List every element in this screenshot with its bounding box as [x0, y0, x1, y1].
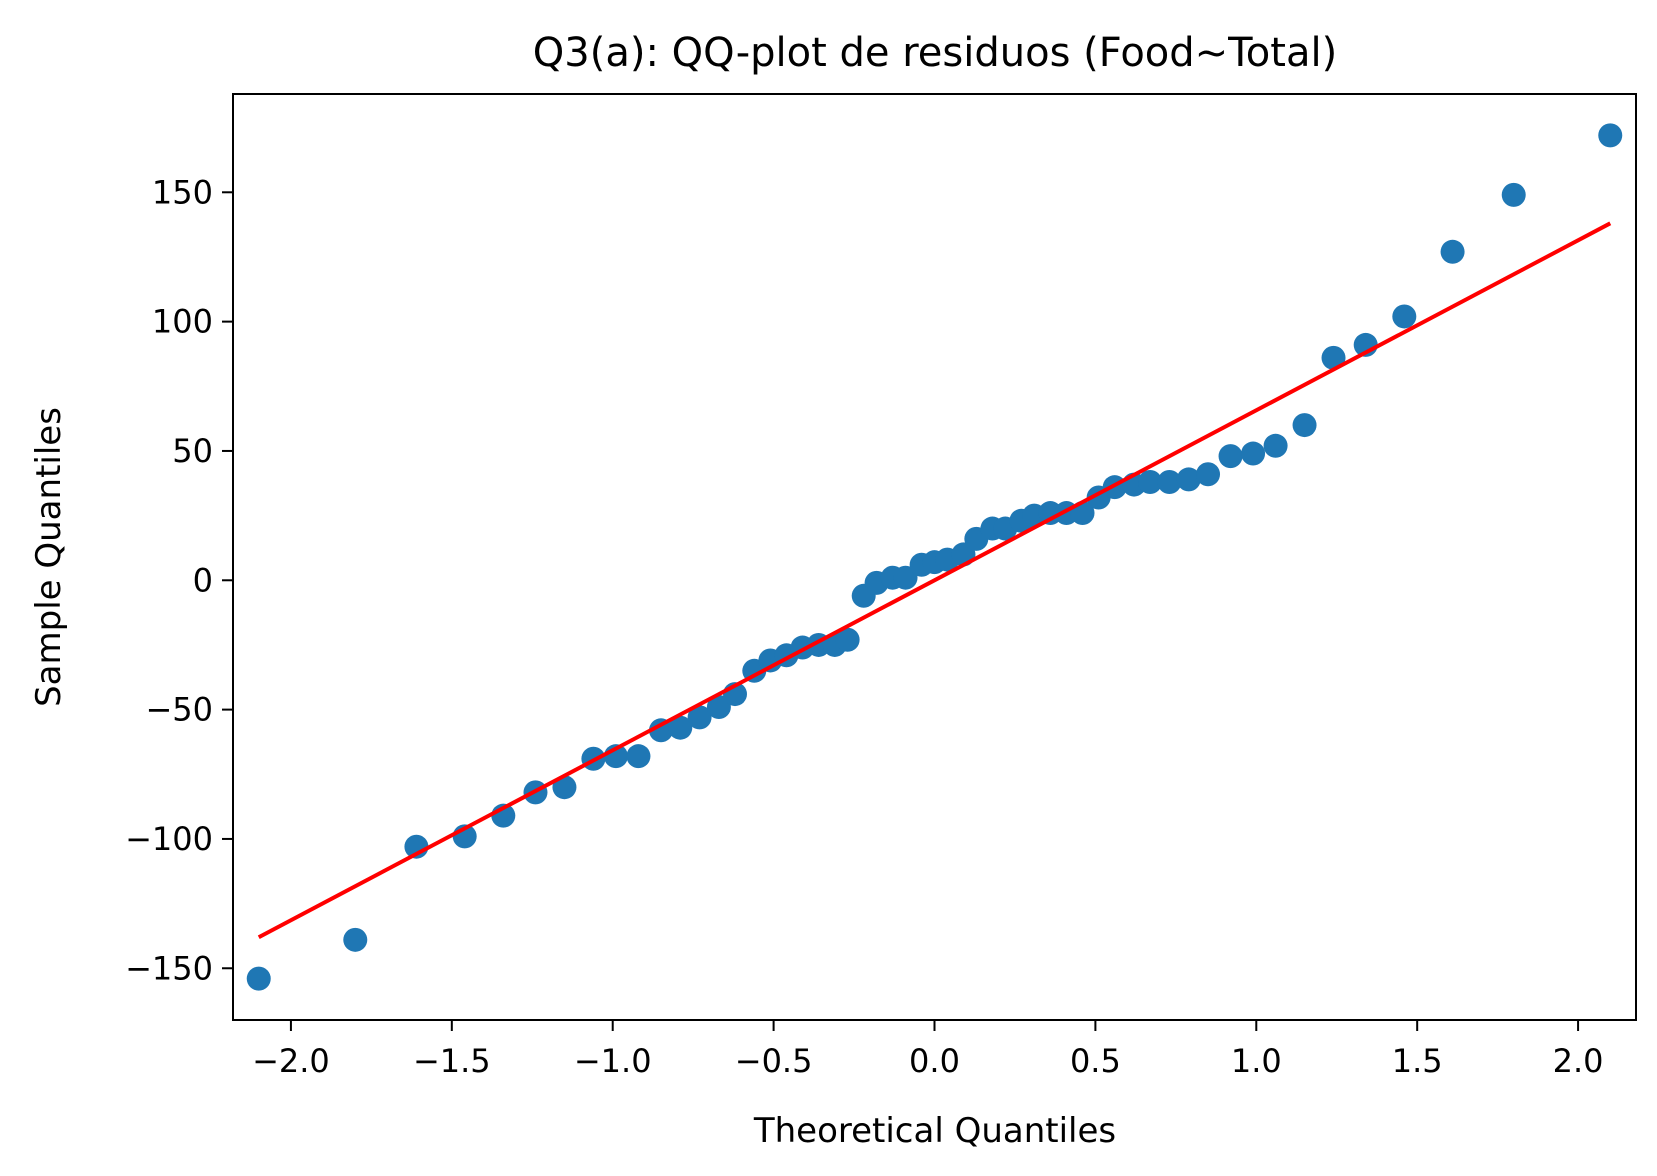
x-tick-label: −0.5 [735, 1042, 813, 1080]
x-axis-label: Theoretical Quantiles [753, 1111, 1116, 1151]
x-tick-label: 0.5 [1070, 1042, 1121, 1080]
data-point [648, 718, 673, 743]
data-point [706, 695, 731, 720]
data-point [893, 565, 918, 590]
chart-title: Q3(a): QQ-plot de residuos (Food~Total) [533, 30, 1337, 76]
data-point [1263, 433, 1288, 458]
data-point [1196, 462, 1221, 487]
x-tick-label: 2.0 [1553, 1042, 1604, 1080]
data-point [1598, 123, 1623, 148]
x-axis: −2.0 −1.5 −1.0 −0.5 0.0 0.5 1.0 1.5 2.0 [252, 1020, 1604, 1080]
data-point [1138, 469, 1163, 494]
data-point [1501, 182, 1526, 207]
data-point [552, 775, 577, 800]
data-point [1176, 467, 1201, 492]
y-tick-label: −150 [125, 949, 213, 987]
x-tick-label: −1.0 [574, 1042, 652, 1080]
x-tick-label: −2.0 [252, 1042, 330, 1080]
data-point [1241, 441, 1266, 466]
x-tick-label: −1.5 [413, 1042, 491, 1080]
data-point [246, 966, 271, 991]
data-point [1392, 304, 1417, 329]
data-point [1440, 239, 1465, 264]
data-point [1218, 444, 1243, 469]
y-tick-label: 150 [152, 173, 213, 211]
data-point [1157, 469, 1182, 494]
y-axis-label: Sample Quantiles [29, 407, 69, 707]
data-point [626, 744, 651, 769]
data-point [668, 715, 693, 740]
x-tick-label: 0.0 [909, 1042, 960, 1080]
data-point [343, 927, 368, 952]
y-tick-label: −100 [125, 820, 213, 858]
reference-line [257, 221, 1612, 939]
y-tick-label: 0 [193, 561, 213, 599]
y-tick-label: −50 [145, 691, 213, 729]
data-point [1321, 345, 1346, 370]
data-point [835, 627, 860, 652]
y-axis: −150 −100 −50 0 50 100 150 [125, 173, 233, 987]
y-tick-label: 100 [152, 303, 213, 341]
x-tick-label: 1.5 [1392, 1042, 1443, 1080]
plot-area [246, 123, 1623, 991]
x-tick-label: 1.0 [1231, 1042, 1282, 1080]
data-point [1292, 413, 1317, 438]
data-point [687, 705, 712, 730]
y-tick-label: 50 [172, 432, 213, 470]
